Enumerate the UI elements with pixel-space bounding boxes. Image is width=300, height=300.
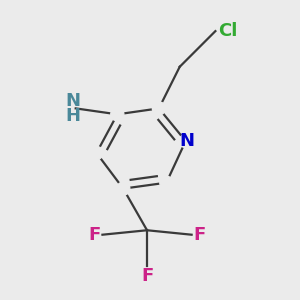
Circle shape — [111, 108, 124, 121]
Text: Cl: Cl — [218, 22, 238, 40]
Text: H: H — [65, 107, 80, 125]
Circle shape — [179, 134, 192, 148]
Circle shape — [117, 182, 130, 195]
Text: N: N — [65, 92, 80, 110]
Circle shape — [152, 102, 166, 115]
Text: F: F — [193, 226, 205, 244]
Circle shape — [160, 176, 173, 189]
Text: F: F — [141, 267, 153, 285]
Text: F: F — [89, 226, 101, 244]
Text: N: N — [180, 132, 195, 150]
Circle shape — [90, 146, 103, 160]
